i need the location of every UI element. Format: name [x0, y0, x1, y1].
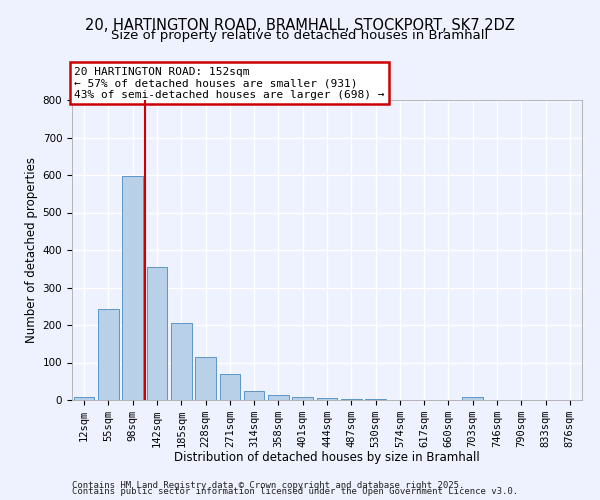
Bar — [195, 356, 216, 400]
Bar — [98, 309, 119, 400]
Bar — [244, 391, 265, 400]
Bar — [122, 176, 143, 400]
Text: Size of property relative to detached houses in Bramhall: Size of property relative to detached ho… — [112, 29, 488, 42]
Text: 20, HARTINGTON ROAD, BRAMHALL, STOCKPORT, SK7 2DZ: 20, HARTINGTON ROAD, BRAMHALL, STOCKPORT… — [85, 18, 515, 32]
Bar — [341, 399, 362, 400]
Bar — [292, 396, 313, 400]
Bar — [220, 374, 240, 400]
Bar — [171, 323, 191, 400]
Y-axis label: Number of detached properties: Number of detached properties — [25, 157, 38, 343]
Bar — [365, 399, 386, 400]
Bar — [317, 398, 337, 400]
Text: Contains HM Land Registry data © Crown copyright and database right 2025.: Contains HM Land Registry data © Crown c… — [72, 481, 464, 490]
Bar — [74, 397, 94, 400]
Bar — [146, 267, 167, 400]
Bar — [463, 397, 483, 400]
Text: 20 HARTINGTON ROAD: 152sqm
← 57% of detached houses are smaller (931)
43% of sem: 20 HARTINGTON ROAD: 152sqm ← 57% of deta… — [74, 67, 385, 100]
X-axis label: Distribution of detached houses by size in Bramhall: Distribution of detached houses by size … — [174, 452, 480, 464]
Bar — [268, 395, 289, 400]
Text: Contains public sector information licensed under the Open Government Licence v3: Contains public sector information licen… — [72, 487, 518, 496]
